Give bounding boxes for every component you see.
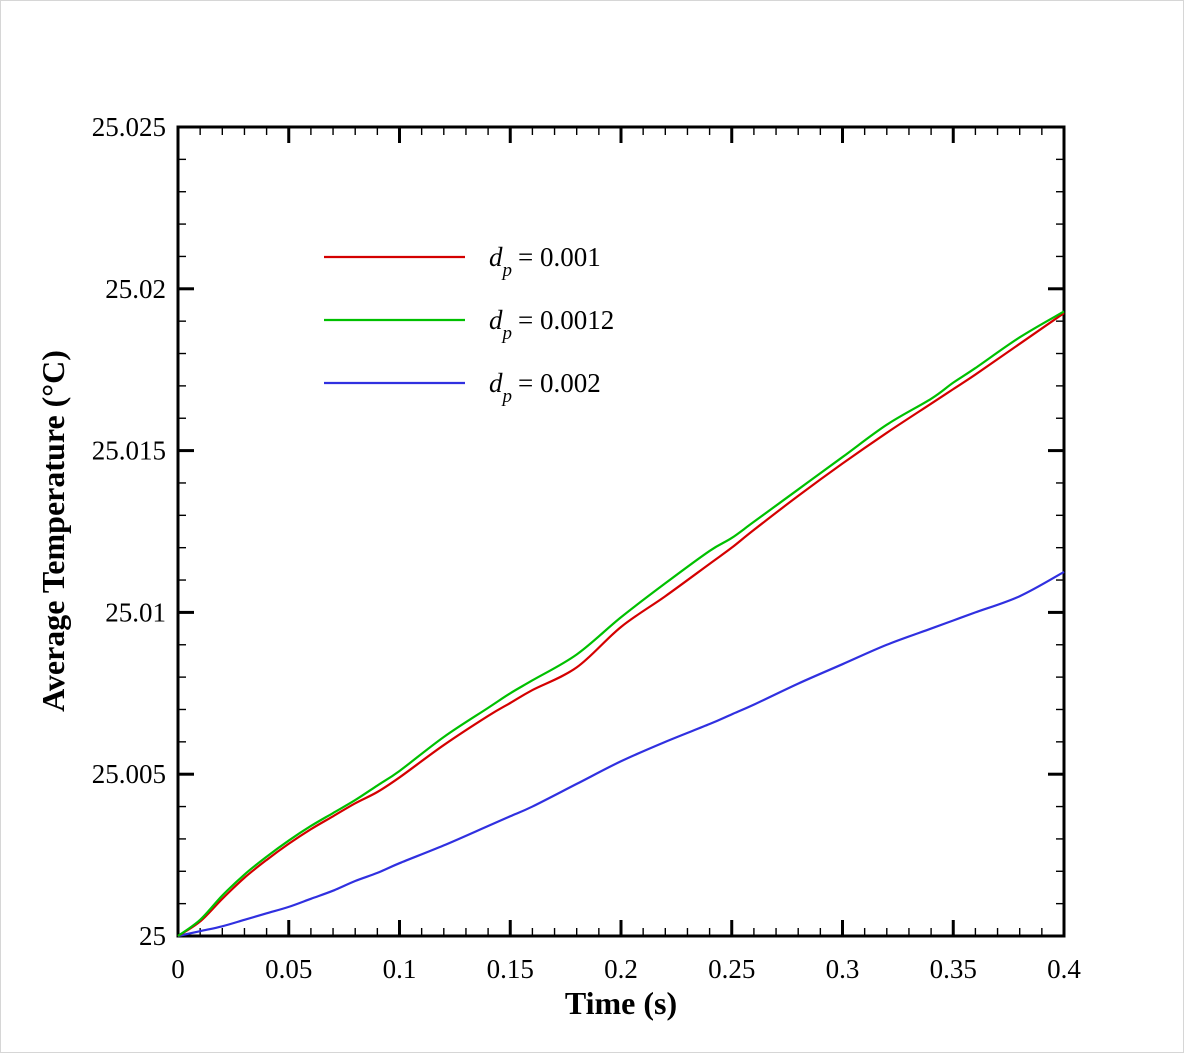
- legend-subscript: p: [501, 323, 513, 344]
- legend-subscript: p: [501, 260, 513, 281]
- legend-value: = 0.001: [518, 242, 601, 272]
- legend-label: dp = 0.002: [489, 368, 601, 407]
- x-tick-label: 0.4: [1047, 954, 1081, 984]
- legend-label: dp = 0.001: [489, 242, 601, 281]
- y-tick-label: 25: [139, 921, 166, 951]
- x-tick-label: 0.2: [604, 954, 638, 984]
- x-tick-label: 0.15: [487, 954, 534, 984]
- x-tick-label: 0.1: [383, 954, 417, 984]
- y-tick-label: 25.01: [105, 597, 166, 627]
- y-tick-label: 25.025: [92, 112, 166, 142]
- legend-value: = 0.002: [518, 368, 601, 398]
- axis-ticks: [176, 125, 1066, 938]
- series-line: [177, 312, 1065, 937]
- x-tick-label: 0.05: [265, 954, 312, 984]
- x-tick-label: 0.25: [708, 954, 755, 984]
- x-tick-label: 0: [171, 954, 185, 984]
- plot-frame: [176, 125, 1066, 938]
- legend-label: dp = 0.0012: [489, 305, 614, 344]
- legend-symbol: d: [489, 242, 503, 272]
- series-line: [177, 570, 1065, 938]
- y-tick-label: 25.005: [92, 759, 166, 789]
- y-tick-label: 25.015: [92, 436, 166, 466]
- tick-labels: 0 0.05 0.1 0.15 0.2 0.25 0.3 0.35 0.4 25 25.005 25.…: [92, 112, 1082, 984]
- y-tick-label: 25.02: [105, 274, 166, 304]
- x-tick-label: 0.3: [826, 954, 860, 984]
- y-axis-title: Average Temperature (°C): [35, 350, 71, 712]
- legend-symbol: d: [489, 305, 503, 335]
- series-line: [177, 310, 1065, 937]
- legend-value: = 0.0012: [518, 305, 614, 335]
- x-tick-label: 0.35: [930, 954, 977, 984]
- series-group: [177, 310, 1065, 938]
- x-axis-title: Time (s): [565, 985, 677, 1021]
- legend-symbol: d: [489, 368, 503, 398]
- legend-subscript: p: [501, 386, 513, 407]
